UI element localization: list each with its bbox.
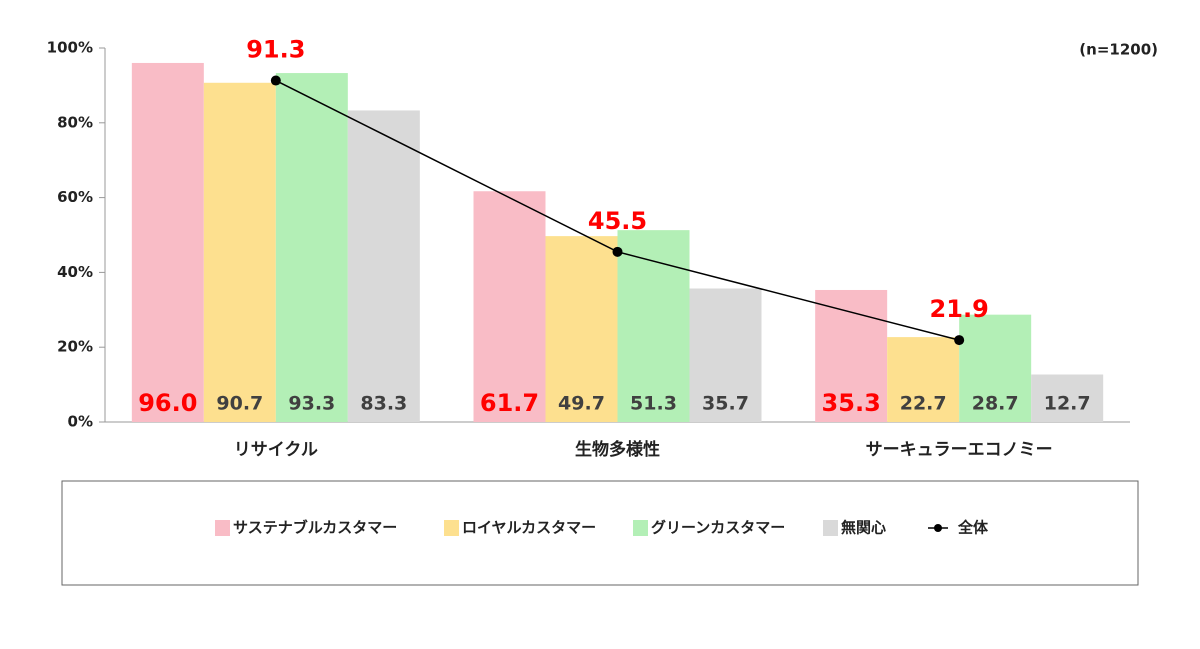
y-tick-label: 0% <box>68 413 93 431</box>
line-point <box>270 75 281 86</box>
y-tick-label: 20% <box>57 338 93 356</box>
legend-swatch <box>633 520 648 536</box>
y-tick-label: 40% <box>57 263 93 281</box>
bar <box>347 110 420 422</box>
bar <box>887 337 960 422</box>
value-label: 83.3 <box>360 393 407 415</box>
line-value-label: 45.5 <box>588 207 647 235</box>
legend-label: グリーンカスタマー <box>651 519 785 537</box>
value-label: 49.7 <box>558 393 605 415</box>
line-point <box>612 246 623 257</box>
y-tick-label: 100% <box>47 39 93 57</box>
x-tick-label: 生物多様性 <box>575 439 660 460</box>
value-label: 28.7 <box>972 393 1019 415</box>
value-label: 35.7 <box>702 393 749 415</box>
value-label: 51.3 <box>630 393 677 415</box>
line-value-label: 21.9 <box>930 295 989 323</box>
bar <box>959 314 1032 422</box>
value-label: 12.7 <box>1044 393 1091 415</box>
y-tick-label: 80% <box>57 113 93 131</box>
value-label: 61.7 <box>480 389 539 417</box>
legend-label: サステナブルカスタマー <box>233 519 397 537</box>
sample-note: (n=1200) <box>1079 41 1158 59</box>
legend-box <box>61 480 1139 586</box>
legend-label: 無関心 <box>841 519 886 537</box>
legend-label: ロイヤルカスタマー <box>462 519 596 537</box>
legend-swatch <box>444 520 459 536</box>
value-label: 35.3 <box>822 389 881 417</box>
line-value-label: 91.3 <box>246 36 305 64</box>
line-point <box>954 335 965 346</box>
legend-marker <box>934 524 942 532</box>
value-label: 93.3 <box>288 393 335 415</box>
value-label: 96.0 <box>138 389 197 417</box>
bar <box>275 73 348 423</box>
x-tick-label: サーキュラーエコノミー <box>866 440 1053 460</box>
legend-swatch <box>215 520 230 536</box>
value-label: 22.7 <box>900 393 947 415</box>
y-tick-label: 60% <box>57 188 93 206</box>
legend-label: 全体 <box>957 519 989 537</box>
legend-swatch <box>823 520 838 536</box>
bar <box>617 230 690 422</box>
bar <box>1031 374 1104 422</box>
x-tick-label: リサイクル <box>234 440 318 460</box>
bar <box>689 288 762 422</box>
value-label: 90.7 <box>216 393 263 415</box>
bar <box>203 82 276 423</box>
bar <box>131 62 204 423</box>
bar <box>473 191 546 422</box>
bar <box>545 236 618 422</box>
